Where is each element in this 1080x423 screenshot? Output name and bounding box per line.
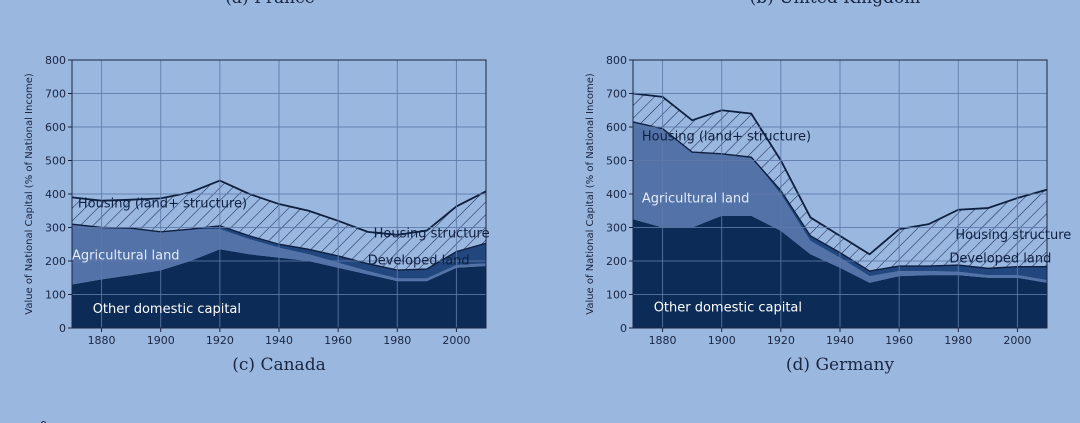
y-tick-label: 400 xyxy=(606,188,627,201)
y-tick-label: 600 xyxy=(45,121,66,134)
series-annotation: Developed land xyxy=(368,253,470,268)
chart-caption: (c) Canada xyxy=(232,355,325,375)
area-agricultural-land xyxy=(633,121,1047,283)
area-housing-land-structure xyxy=(633,93,1047,272)
x-tick-label: 1920 xyxy=(206,334,234,347)
y-tick-label: 200 xyxy=(606,255,627,268)
x-tick-label: 1880 xyxy=(88,334,116,347)
chart-germany: 0 100 200 300 400 500 600 700 800 1880 1900 1920 194… xyxy=(585,54,1071,375)
x-tick-label: 2000 xyxy=(442,334,470,347)
y-tick-label: 100 xyxy=(45,289,66,302)
y-tick-label: 300 xyxy=(606,222,627,235)
series-annotation: Housing (land+ structure) xyxy=(642,129,811,144)
series-annotation: Housing (land+ structure) xyxy=(78,196,247,211)
x-tick-label: 2000 xyxy=(1003,334,1031,347)
y-tick-label: 600 xyxy=(606,121,627,134)
series-annotation: Housing structure xyxy=(955,228,1071,243)
y-tick-label: 800 xyxy=(45,54,66,67)
y-tick-label: 300 xyxy=(45,222,66,235)
x-tick-label: 1960 xyxy=(324,334,352,347)
x-tick-label: 1900 xyxy=(147,334,175,347)
x-tick-label: 1940 xyxy=(265,334,293,347)
y-tick-label: 400 xyxy=(45,188,66,201)
x-tick-label: 1980 xyxy=(383,334,411,347)
x-tick-label: 1920 xyxy=(767,334,795,347)
series-annotation: Other domestic capital xyxy=(93,302,241,317)
chart-canada: 0 100 200 300 400 500 600 700 800 1880 1900 1920 194… xyxy=(24,54,490,375)
y-axis-label: Value of National Capital (% of National… xyxy=(24,73,35,315)
y-tick-label: 700 xyxy=(45,88,66,101)
y-tick-label: 0 xyxy=(620,322,627,335)
y-tick-label: 500 xyxy=(606,155,627,168)
series-annotation: Developed land xyxy=(949,252,1051,267)
y-tick-label: 0 xyxy=(59,322,66,335)
series-annotation: Agricultural land xyxy=(642,191,750,206)
series-annotation: Housing structure xyxy=(374,227,490,242)
y-tick-label: 800 xyxy=(606,54,627,67)
chart-caption: (d) Germany xyxy=(786,355,895,375)
series-annotation: Other domestic capital xyxy=(654,300,802,315)
series-annotation: Agricultural land xyxy=(72,248,180,263)
top-caption-uk: (b) United Kingdom xyxy=(750,0,921,8)
top-caption-france: (a) France xyxy=(225,0,314,8)
y-tick-label: 500 xyxy=(45,155,66,168)
footer-mark: 0 xyxy=(40,419,47,423)
grid-lines xyxy=(633,59,1047,329)
y-tick-label: 100 xyxy=(606,289,627,302)
x-tick-label: 1980 xyxy=(944,334,972,347)
y-tick-label: 200 xyxy=(45,255,66,268)
y-axis-label: Value of National Capital (% of National… xyxy=(585,73,596,315)
x-tick-label: 1960 xyxy=(885,334,913,347)
x-tick-label: 1940 xyxy=(826,334,854,347)
y-tick-label: 700 xyxy=(606,88,627,101)
x-tick-label: 1880 xyxy=(649,334,677,347)
x-tick-label: 1900 xyxy=(708,334,736,347)
